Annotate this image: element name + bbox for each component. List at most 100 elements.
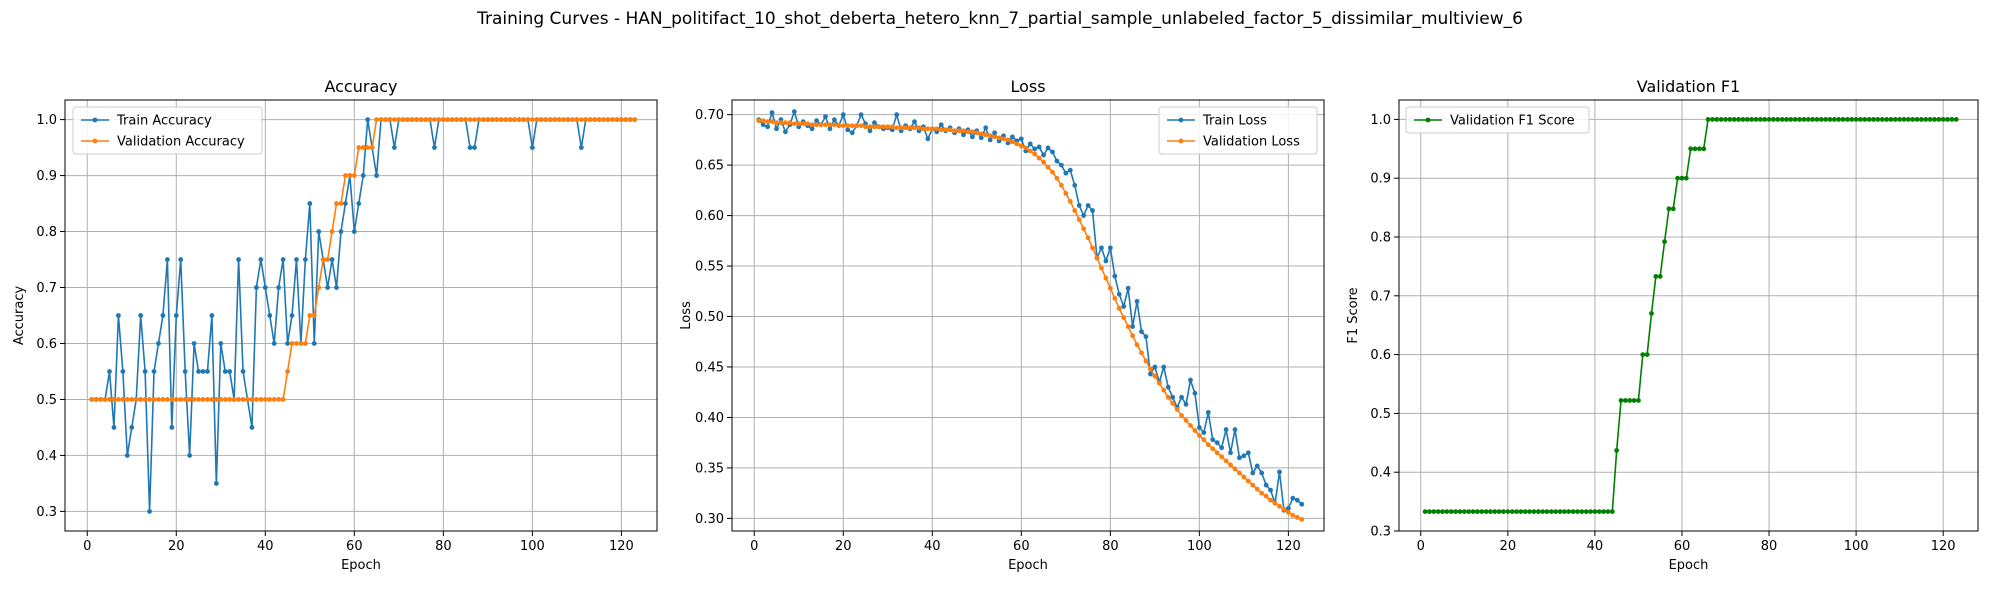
data-point [605, 117, 611, 122]
x-tick-label: 120 [1276, 539, 1301, 554]
data-point [1766, 117, 1772, 122]
data-point [1875, 117, 1881, 122]
data-point [1254, 463, 1260, 469]
data-point [1736, 117, 1741, 122]
y-tick-label: 0.65 [695, 159, 724, 174]
data-point [311, 313, 317, 318]
data-point [1753, 117, 1759, 122]
data-point [521, 117, 526, 122]
data-point [1553, 509, 1559, 514]
data-point [222, 369, 228, 374]
data-point [1888, 117, 1894, 122]
data-point [1544, 509, 1550, 514]
data-point [1588, 509, 1593, 514]
y-tick-label: 0.45 [695, 360, 724, 375]
data-point [351, 173, 357, 178]
y-tick-label: 0.8 [1370, 231, 1391, 246]
data-point [262, 397, 268, 402]
data-point [1453, 509, 1458, 514]
data-point [1657, 274, 1663, 279]
data-point [858, 112, 864, 118]
data-point [222, 397, 228, 402]
data-point [1466, 509, 1472, 514]
y-tick-label: 0.4 [1370, 466, 1391, 481]
data-point [1731, 117, 1737, 122]
data-point [1010, 134, 1015, 140]
y-tick-label: 0.50 [695, 310, 724, 325]
data-point [769, 110, 775, 116]
data-point [961, 132, 966, 138]
data-point [289, 341, 295, 346]
data-point [169, 397, 175, 402]
data-point [338, 201, 344, 206]
y-tick-label: 0.40 [695, 411, 724, 426]
data-point [1223, 458, 1229, 464]
data-point [298, 341, 304, 346]
data-point [525, 117, 531, 122]
x-axis-label: Epoch [1669, 558, 1709, 573]
data-point [1018, 143, 1024, 149]
data-point [1085, 235, 1091, 241]
data-point [578, 117, 584, 122]
data-point [867, 124, 873, 130]
data-point [280, 397, 286, 402]
data-point [1461, 509, 1467, 514]
data-point [849, 130, 855, 136]
data-point [1892, 117, 1898, 122]
data-point [1099, 245, 1104, 251]
data-point [529, 145, 535, 150]
legend: Validation F1 Score [1405, 106, 1590, 134]
data-point [1081, 226, 1087, 232]
data-point [476, 117, 482, 122]
data-point [1299, 516, 1305, 522]
data-point [791, 121, 797, 127]
data-point [845, 127, 851, 133]
data-point [156, 341, 161, 346]
data-point [369, 145, 375, 150]
data-point [1775, 117, 1781, 122]
data-point [961, 128, 966, 134]
data-point [111, 397, 117, 402]
data-point [1112, 273, 1118, 279]
data-point [1919, 117, 1924, 122]
data-point [978, 135, 984, 141]
data-point [1232, 427, 1238, 432]
data-point [467, 145, 473, 150]
data-point [1085, 203, 1091, 208]
data-point [565, 117, 571, 122]
data-point [952, 128, 957, 134]
x-tick-label: 40 [1587, 539, 1604, 554]
data-point [347, 173, 353, 178]
data-point [1041, 159, 1046, 165]
data-point [414, 117, 420, 122]
data-point [556, 117, 562, 122]
data-point [1143, 334, 1149, 340]
data-point [196, 397, 201, 402]
data-point [1644, 352, 1650, 357]
data-point [1228, 462, 1233, 468]
data-point [1897, 117, 1903, 122]
data-point [1090, 245, 1095, 251]
data-point [1688, 146, 1694, 152]
data-point [187, 397, 193, 402]
x-tick-label: 20 [835, 539, 852, 554]
data-point [1427, 509, 1432, 514]
data-point [481, 117, 486, 122]
data-point [1032, 151, 1038, 157]
data-point [1156, 380, 1162, 386]
data-point [160, 313, 166, 318]
data-point [992, 130, 998, 136]
data-point [1701, 146, 1707, 152]
data-point [1103, 275, 1109, 281]
data-point [938, 122, 944, 128]
data-point [791, 109, 797, 115]
data-point [1548, 509, 1554, 514]
data-point [249, 425, 255, 430]
data-point [1636, 398, 1641, 403]
data-point [965, 129, 971, 135]
data-point [205, 369, 210, 374]
data-point [472, 117, 477, 122]
data-point [182, 369, 188, 374]
axes-frame [64, 99, 658, 532]
data-point [240, 369, 246, 374]
